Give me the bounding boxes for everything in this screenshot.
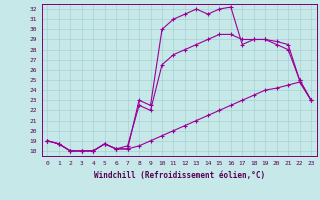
X-axis label: Windchill (Refroidissement éolien,°C): Windchill (Refroidissement éolien,°C) bbox=[94, 171, 265, 180]
